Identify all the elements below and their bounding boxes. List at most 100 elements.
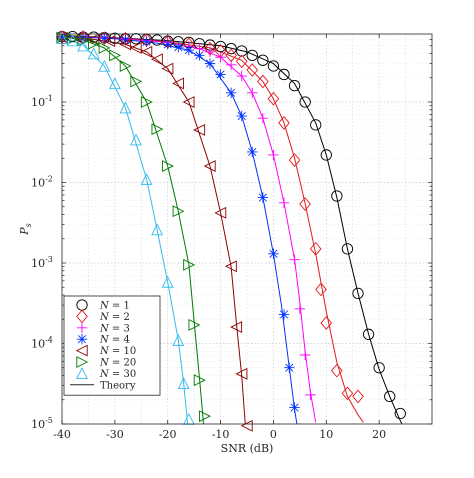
data-point bbox=[119, 101, 132, 114]
data-point bbox=[246, 49, 258, 62]
data-point bbox=[224, 260, 237, 273]
y-axis-label: Ps bbox=[18, 223, 33, 236]
data-point bbox=[240, 419, 253, 432]
data-point bbox=[278, 309, 290, 320]
legend: N = 1N = 2N = 3N = 4N = 10N = 20N = 30Th… bbox=[63, 295, 161, 396]
data-point bbox=[236, 45, 248, 57]
x-tick-label: 20 bbox=[372, 428, 386, 441]
x-tick-label: 0 bbox=[270, 428, 277, 441]
data-point bbox=[331, 190, 343, 202]
legend-marker bbox=[76, 334, 88, 345]
data-point bbox=[257, 74, 269, 89]
data-point bbox=[257, 192, 269, 203]
legend-swatch bbox=[76, 334, 88, 345]
legend-label: N = 20 bbox=[99, 358, 136, 369]
data-point bbox=[257, 112, 269, 124]
data-point bbox=[278, 116, 290, 130]
data-point bbox=[352, 389, 364, 404]
x-tick-label: -40 bbox=[53, 428, 71, 441]
theory-line bbox=[62, 35, 403, 424]
legend-swatch bbox=[75, 344, 88, 357]
data-point bbox=[150, 53, 163, 66]
theory-line bbox=[62, 35, 298, 424]
data-point bbox=[214, 206, 227, 219]
data-point bbox=[129, 41, 142, 54]
data-point bbox=[215, 69, 226, 80]
legend-label: N = 2 bbox=[99, 312, 130, 323]
data-point bbox=[99, 33, 110, 44]
data-point bbox=[214, 40, 227, 53]
data-point bbox=[130, 133, 142, 146]
series-5 bbox=[56, 31, 211, 423]
data-point bbox=[193, 374, 206, 387]
y-tick-label: 10-5 bbox=[31, 416, 53, 431]
data-point bbox=[98, 31, 111, 46]
data-point bbox=[320, 149, 332, 161]
data-point bbox=[194, 50, 205, 61]
data-point bbox=[98, 41, 111, 54]
data-point bbox=[120, 34, 131, 46]
data-point bbox=[373, 362, 385, 374]
data-point bbox=[384, 390, 396, 403]
data-point bbox=[394, 407, 406, 420]
data-point bbox=[246, 63, 259, 77]
x-tick-label: -30 bbox=[106, 428, 124, 441]
data-point bbox=[235, 54, 248, 69]
data-point bbox=[204, 58, 216, 69]
y-tick-label: 10-3 bbox=[31, 255, 53, 270]
data-point bbox=[172, 77, 184, 90]
legend-label: N = 30 bbox=[99, 369, 136, 380]
data-point bbox=[183, 258, 196, 271]
data-point bbox=[352, 287, 364, 299]
data-point bbox=[299, 197, 311, 211]
legend-label: N = 4 bbox=[99, 335, 130, 346]
tick-layer: -40 -30 -20 -10 0 10 20 10-5 10-4 10-3 10-2 10-1 bbox=[31, 34, 432, 441]
data-point bbox=[204, 46, 216, 58]
theory-line bbox=[62, 36, 246, 424]
data-point bbox=[193, 124, 206, 136]
theory-line bbox=[62, 36, 189, 424]
data-point bbox=[299, 349, 311, 361]
y-tick-label: 10-1 bbox=[31, 94, 53, 109]
data-point bbox=[294, 303, 306, 314]
data-point bbox=[172, 205, 185, 218]
data-point bbox=[177, 377, 190, 389]
data-point bbox=[284, 362, 295, 373]
data-point bbox=[203, 160, 216, 173]
data-point bbox=[182, 412, 195, 425]
data-point bbox=[299, 96, 311, 108]
legend-marker bbox=[75, 344, 88, 357]
data-point bbox=[87, 47, 100, 60]
data-point bbox=[267, 91, 280, 106]
legend-marker bbox=[76, 322, 88, 333]
data-point bbox=[183, 45, 195, 56]
data-point bbox=[199, 410, 211, 423]
data-point bbox=[362, 328, 375, 340]
data-point bbox=[278, 197, 290, 208]
theory-line bbox=[62, 36, 205, 424]
y-tick-label: 10-4 bbox=[31, 336, 53, 351]
data-point bbox=[66, 34, 79, 47]
x-tick-label: -20 bbox=[159, 428, 177, 441]
data-point bbox=[268, 149, 279, 161]
data-point bbox=[141, 36, 152, 48]
legend-marker bbox=[76, 367, 88, 380]
data-point bbox=[267, 60, 280, 72]
data-point bbox=[161, 275, 174, 288]
y-tick-label: 10-2 bbox=[31, 175, 53, 190]
legend-label: N = 10 bbox=[99, 346, 136, 357]
data-point bbox=[98, 59, 111, 72]
legend-marker bbox=[76, 356, 89, 368]
data-point bbox=[119, 38, 132, 51]
data-point bbox=[257, 54, 269, 66]
data-point bbox=[289, 402, 300, 413]
data-point bbox=[225, 59, 237, 71]
data-point bbox=[230, 321, 243, 334]
data-point bbox=[309, 241, 322, 256]
data-point bbox=[108, 77, 121, 90]
legend-swatch bbox=[76, 367, 88, 380]
data-point bbox=[247, 87, 258, 99]
data-point bbox=[109, 49, 122, 62]
